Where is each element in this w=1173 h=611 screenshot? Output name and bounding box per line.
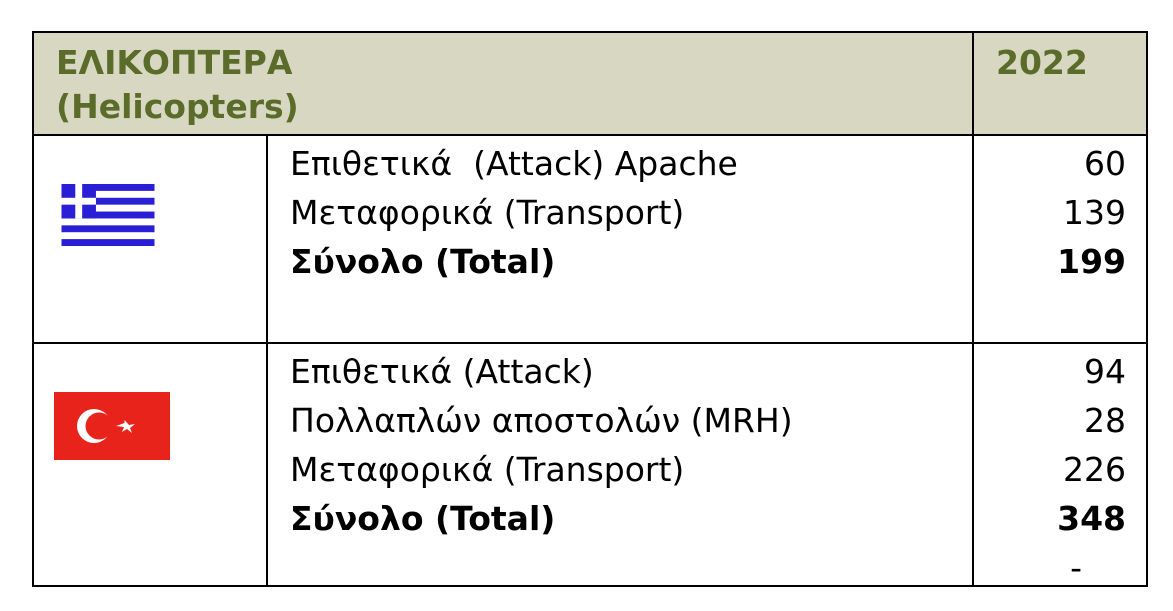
greece-transport-value: 139 xyxy=(1063,193,1126,232)
greece-attack-label: Επιθετικά (Attack) Apache xyxy=(290,144,738,183)
greece-total-label: Σύνολο (Total) xyxy=(290,242,556,281)
turkey-row: Επιθετικά (Attack) 94 Πολλαπλών αποστολώ… xyxy=(34,344,1146,587)
greece-row: Επιθετικά (Attack) Apache 60 Μεταφορικά … xyxy=(34,136,1146,344)
helicopters-table: ΕΛΙΚΟΠΤΕΡΑ (Helicopters) 2022 Επιθετικά (… xyxy=(32,31,1148,587)
greece-flag-icon xyxy=(61,184,155,246)
turkey-mrh-value: 28 xyxy=(1084,401,1126,440)
column-divider xyxy=(266,136,268,585)
turkey-attack-label: Επιθετικά (Attack) xyxy=(290,352,594,391)
title-greek: ΕΛΙΚΟΠΤΕΡΑ xyxy=(56,43,293,82)
turkey-total-label: Σύνολο (Total) xyxy=(290,499,556,538)
greece-transport-label: Μεταφορικά (Transport) xyxy=(290,193,685,232)
column-divider xyxy=(972,33,974,585)
title-english: (Helicopters) xyxy=(56,87,299,126)
turkey-attack-value: 94 xyxy=(1084,352,1126,391)
turkey-total-value: 348 xyxy=(1057,499,1126,538)
turkey-transport-label: Μεταφορικά (Transport) xyxy=(290,450,685,489)
turkey-transport-value: 226 xyxy=(1063,450,1126,489)
header-title: ΕΛΙΚΟΠΤΕΡΑ (Helicopters) xyxy=(56,41,299,129)
greece-attack-value: 60 xyxy=(1084,144,1126,183)
greece-total-value: 199 xyxy=(1057,242,1126,281)
turkey-mrh-label: Πολλαπλών αποστολών (MRH) xyxy=(290,401,793,440)
header-year: 2022 xyxy=(996,43,1088,82)
table-header: ΕΛΙΚΟΠΤΕΡΑ (Helicopters) 2022 xyxy=(34,33,1146,136)
turkey-flag-icon xyxy=(54,392,170,460)
turkey-extra-dash: - xyxy=(1070,548,1082,587)
